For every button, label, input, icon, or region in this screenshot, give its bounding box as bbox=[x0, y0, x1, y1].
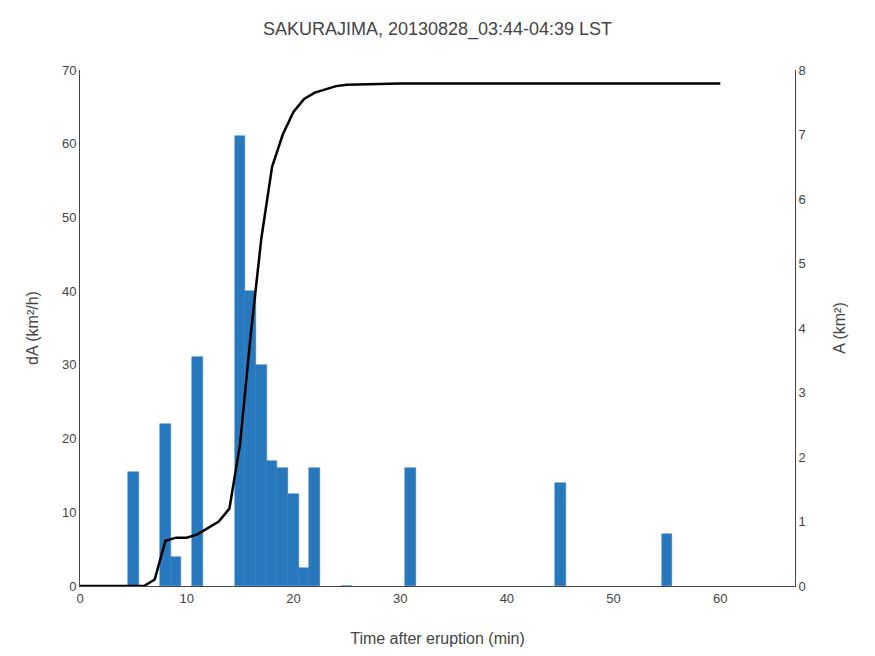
svg-text:0: 0 bbox=[76, 591, 83, 606]
svg-text:50: 50 bbox=[62, 210, 76, 225]
svg-text:dA (km²/h): dA (km²/h) bbox=[24, 291, 41, 365]
svg-text:10: 10 bbox=[179, 591, 193, 606]
svg-text:7: 7 bbox=[799, 127, 806, 142]
svg-text:50: 50 bbox=[606, 591, 620, 606]
svg-text:70: 70 bbox=[62, 63, 76, 78]
svg-text:30: 30 bbox=[62, 357, 76, 372]
svg-text:40: 40 bbox=[500, 591, 514, 606]
svg-text:20: 20 bbox=[62, 431, 76, 446]
svg-text:A (km²): A (km²) bbox=[831, 302, 848, 354]
svg-text:40: 40 bbox=[62, 284, 76, 299]
svg-text:Time after eruption (min): Time after eruption (min) bbox=[350, 630, 525, 647]
svg-text:20: 20 bbox=[286, 591, 300, 606]
svg-text:0: 0 bbox=[69, 579, 76, 594]
svg-text:8: 8 bbox=[799, 63, 806, 78]
svg-text:2: 2 bbox=[799, 450, 806, 465]
svg-text:60: 60 bbox=[713, 591, 727, 606]
svg-text:60: 60 bbox=[62, 136, 76, 151]
svg-text:30: 30 bbox=[393, 591, 407, 606]
svg-text:6: 6 bbox=[799, 192, 806, 207]
svg-text:10: 10 bbox=[62, 505, 76, 520]
svg-text:3: 3 bbox=[799, 385, 806, 400]
svg-text:1: 1 bbox=[799, 514, 806, 529]
svg-text:SAKURAJIMA, 20130828_03:44-04:: SAKURAJIMA, 20130828_03:44-04:39 LST bbox=[263, 19, 612, 40]
svg-text:5: 5 bbox=[799, 256, 806, 271]
svg-text:0: 0 bbox=[799, 579, 806, 594]
svg-text:4: 4 bbox=[799, 321, 806, 336]
